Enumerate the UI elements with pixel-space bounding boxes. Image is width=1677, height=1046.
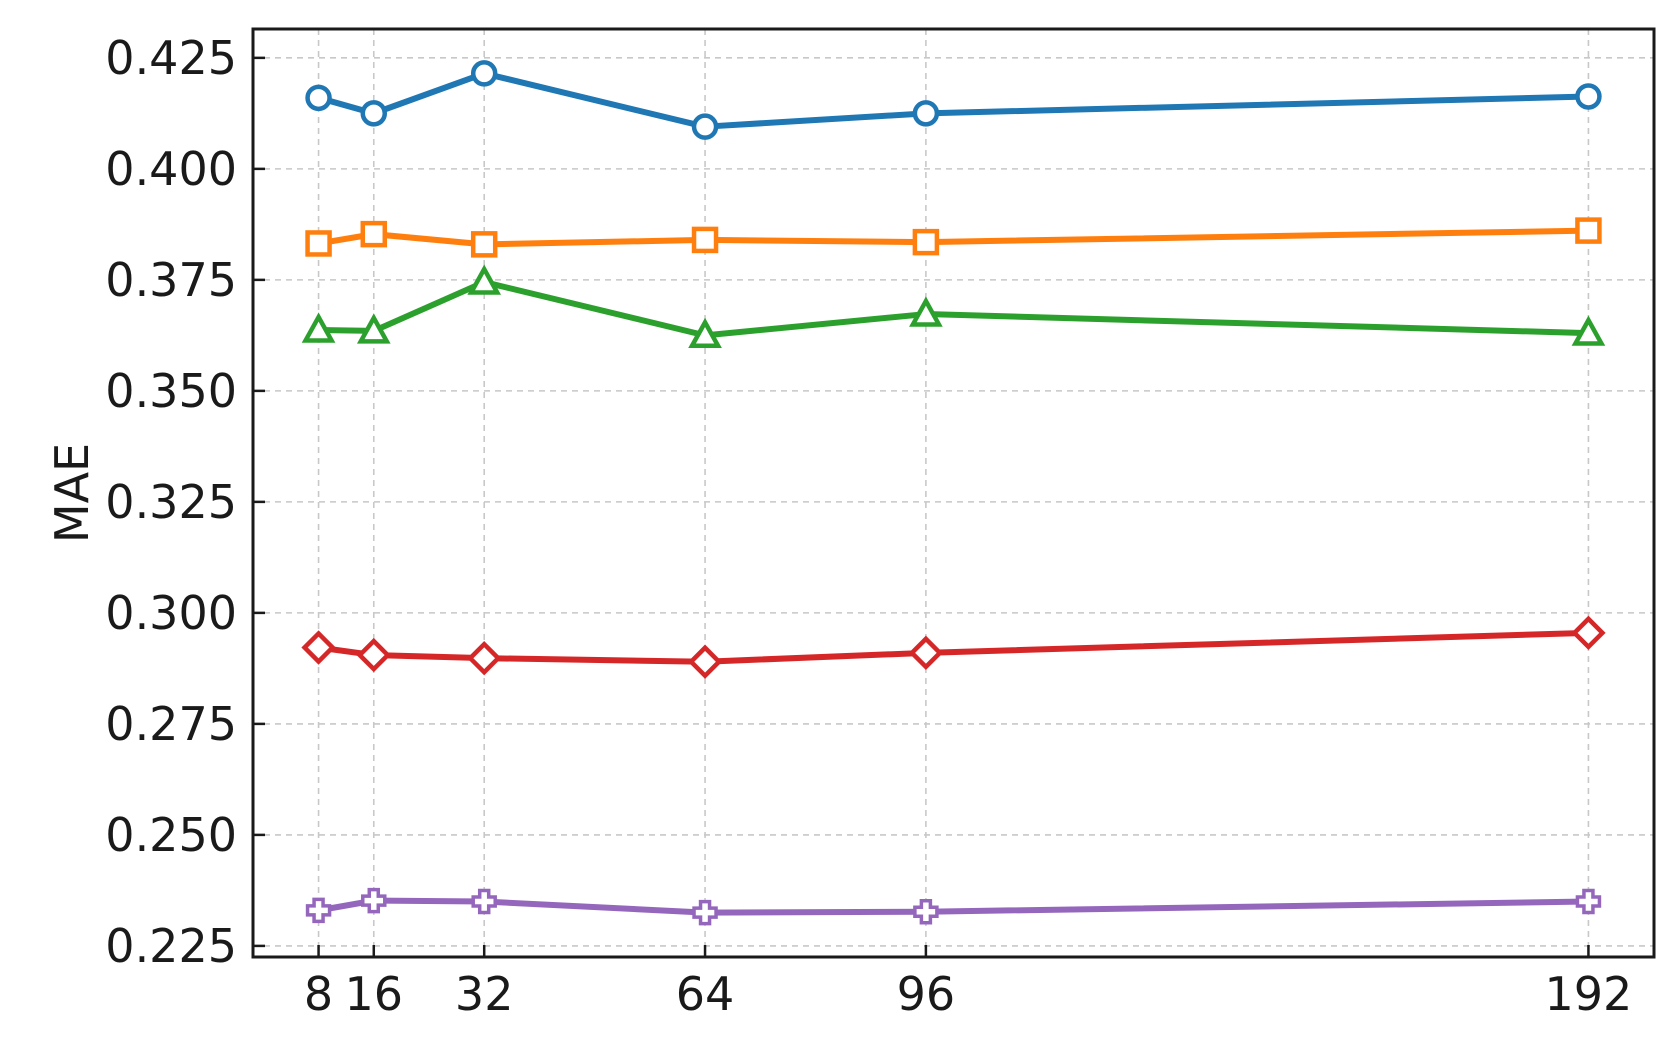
data-point-diamond: [301, 630, 336, 665]
series-line-1: [315, 70, 1592, 130]
data-point-diamond: [467, 640, 502, 676]
data-point-triangle: [356, 313, 391, 344]
grid-lines: [253, 29, 1654, 957]
data-point-circle: [360, 100, 388, 127]
data-point-plus: [361, 887, 387, 914]
y-tick-label: 0.300: [105, 586, 237, 640]
y-tick-label: 0.325: [105, 475, 237, 529]
y-tick-label: 0.350: [105, 364, 237, 418]
x-tick-label: 96: [897, 967, 956, 1021]
data-point-circle: [1575, 83, 1602, 110]
data-point-triangle: [909, 296, 943, 327]
data-point-plus: [1575, 888, 1602, 915]
x-tick-label: 64: [676, 967, 735, 1021]
data-point-square: [691, 226, 719, 254]
x-tick-label: 8: [304, 967, 333, 1021]
data-point-circle: [470, 60, 498, 87]
series-line-2: [315, 227, 1592, 248]
x-tick-label: 16: [345, 967, 404, 1021]
data-point-triangle: [467, 264, 502, 295]
y-tick-label: 0.375: [105, 253, 237, 307]
y-tick-label: 0.250: [105, 808, 237, 862]
y-tick-label: 0.425: [105, 31, 237, 85]
data-point-diamond: [908, 635, 944, 671]
data-point-diamond: [1571, 615, 1606, 651]
series-line-4: [315, 629, 1592, 665]
series-line-3: [315, 279, 1592, 339]
series-line-5: [315, 897, 1592, 916]
data-point-plus: [913, 898, 939, 925]
data-point-circle: [691, 113, 719, 140]
axis-ticks: 8 16 32 64 96 192 0.225 0.250 0.275 0.300 0.325 0.3…: [105, 31, 1632, 1021]
y-axis-label: MAE: [45, 443, 99, 543]
data-point-triangle: [1571, 315, 1606, 346]
data-point-diamond: [687, 644, 723, 679]
y-tick-label: 0.400: [105, 142, 237, 196]
data-point-plus: [305, 897, 332, 924]
series-markers: [301, 60, 1606, 926]
x-tick-label: 32: [455, 967, 514, 1021]
data-point-triangle: [301, 312, 336, 343]
data-point-plus: [471, 888, 497, 915]
data-point-square: [305, 230, 332, 257]
y-tick-label: 0.275: [105, 697, 237, 751]
data-point-square: [470, 231, 498, 258]
data-point-circle: [912, 100, 940, 127]
x-tick-label: 192: [1545, 967, 1633, 1021]
data-point-circle: [305, 84, 332, 112]
data-point-triangle: [688, 317, 722, 349]
data-point-plus: [692, 899, 718, 926]
plot-frame: [251, 27, 1656, 959]
data-point-diamond: [356, 637, 391, 673]
data-point-square: [912, 228, 940, 256]
data-point-square: [360, 220, 388, 248]
data-point-square: [1575, 217, 1602, 244]
series-lines: [315, 70, 1592, 916]
y-tick-label: 0.225: [105, 919, 237, 973]
